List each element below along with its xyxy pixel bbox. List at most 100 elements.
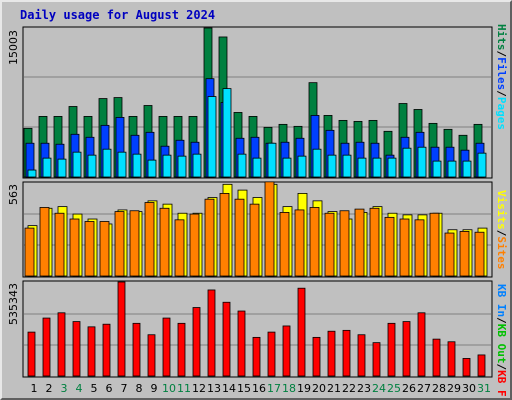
bar-sites-day-12 <box>189 213 200 277</box>
day-label-27: 27 <box>417 382 431 395</box>
bar-kb-f-day-28 <box>432 338 441 377</box>
bar-pages-day-3 <box>57 158 67 178</box>
bar-pages-day-1 <box>27 169 37 178</box>
day-label-19: 19 <box>297 382 311 395</box>
legend-visits: Visits <box>495 190 508 230</box>
bar-kb-f-day-3 <box>57 312 66 377</box>
day-label-14: 14 <box>222 382 236 395</box>
bar-kb-f-day-8 <box>132 322 141 377</box>
legend-visits-panel: Visits/Sites <box>495 190 508 270</box>
visits-ymax-label: 563 <box>7 184 20 205</box>
bar-sites-day-17 <box>264 181 275 277</box>
day-label-11: 11 <box>177 382 191 395</box>
day-label-5: 5 <box>91 382 98 395</box>
bar-pages-day-14 <box>222 88 232 178</box>
bar-kb-f-day-14 <box>222 301 231 377</box>
bar-kb-f-day-17 <box>267 331 276 377</box>
day-label-8: 8 <box>136 382 143 395</box>
bar-pages-day-31 <box>477 152 487 178</box>
bar-sites-day-10 <box>159 207 170 277</box>
day-label-6: 6 <box>106 382 113 395</box>
bar-sites-day-5 <box>84 221 95 277</box>
bar-kb-f-day-1 <box>27 331 36 377</box>
bar-pages-day-4 <box>72 151 82 178</box>
day-label-22: 22 <box>342 382 356 395</box>
day-label-24: 24 <box>372 382 386 395</box>
bar-sites-day-3 <box>54 212 65 277</box>
bar-sites-day-2 <box>39 207 50 277</box>
legend-kbf: KB F <box>495 370 508 397</box>
legend-sep-1: / <box>495 51 508 58</box>
bar-pages-day-27 <box>417 146 427 178</box>
day-label-16: 16 <box>252 382 266 395</box>
bar-sites-day-8 <box>129 210 140 277</box>
bar-pages-day-9 <box>147 159 157 178</box>
day-label-2: 2 <box>46 382 53 395</box>
bar-sites-day-13 <box>204 198 215 277</box>
bar-pages-day-17 <box>267 142 277 178</box>
day-label-30: 30 <box>462 382 476 395</box>
bar-pages-day-20 <box>312 148 322 178</box>
hits-ymax-label: 15003 <box>7 30 20 65</box>
day-label-25: 25 <box>387 382 401 395</box>
day-label-12: 12 <box>192 382 206 395</box>
bar-kb-f-day-6 <box>102 323 111 377</box>
bar-sites-day-30 <box>459 230 470 277</box>
bar-sites-day-11 <box>174 219 185 277</box>
day-label-26: 26 <box>402 382 416 395</box>
bar-sites-day-22 <box>339 210 350 277</box>
day-label-31: 31 <box>477 382 491 395</box>
day-label-15: 15 <box>237 382 251 395</box>
bar-kb-f-day-21 <box>327 330 336 377</box>
bar-kb-f-day-19 <box>297 287 306 377</box>
bar-pages-day-11 <box>177 155 187 178</box>
bar-kb-f-day-12 <box>192 307 201 377</box>
day-label-23: 23 <box>357 382 371 395</box>
legend-hits: Hits <box>495 24 508 51</box>
bar-kb-f-day-31 <box>477 354 486 377</box>
bar-sites-day-26 <box>399 218 410 277</box>
bar-pages-day-8 <box>132 153 142 178</box>
bar-sites-day-25 <box>384 216 395 277</box>
bar-kb-f-day-27 <box>417 312 426 377</box>
bar-pages-day-22 <box>342 154 352 178</box>
legend-kbytes-panel: KB In/KB Out/KB F <box>495 284 508 397</box>
day-label-3: 3 <box>61 382 68 395</box>
bar-kb-f-day-20 <box>312 336 321 377</box>
day-labels: 1 2 3 4 5 6 7 8 9 10 11 12 13 14 15 16 17 18 19 20 21 22 23 24 2… <box>31 382 492 395</box>
legend-sites: Sites <box>495 236 508 269</box>
bar-pages-day-10 <box>162 154 172 178</box>
bar-kb-f-day-15 <box>237 310 246 377</box>
bar-pages-day-25 <box>387 157 397 178</box>
bar-pages-day-24 <box>372 157 382 178</box>
day-label-29: 29 <box>447 382 461 395</box>
bar-pages-day-23 <box>357 157 367 178</box>
legend-kbin: KB In <box>495 284 508 317</box>
bar-sites-day-31 <box>474 231 485 277</box>
bar-kb-f-day-4 <box>72 321 81 377</box>
bar-pages-day-6 <box>102 148 112 178</box>
bar-kb-f-day-18 <box>282 325 291 377</box>
bar-kb-f-day-26 <box>402 321 411 377</box>
chart-title: Daily usage for August 2024 <box>20 8 216 22</box>
bar-pages-day-29 <box>447 160 457 178</box>
bar-sites-day-1 <box>24 227 35 277</box>
legend-hits-panel: Hits/Files/Pages <box>495 24 508 130</box>
day-label-9: 9 <box>151 382 158 395</box>
bar-sites-day-27 <box>414 219 425 277</box>
bar-kb-f-day-16 <box>252 336 261 377</box>
bar-sites-day-28 <box>429 212 440 277</box>
bar-sites-day-7 <box>114 211 125 277</box>
bar-kb-f-day-29 <box>447 341 456 377</box>
bar-kb-f-day-13 <box>207 289 216 377</box>
bar-kb-f-day-23 <box>357 334 366 377</box>
bar-pages-day-2 <box>42 157 52 178</box>
bar-sites-day-18 <box>279 212 290 277</box>
bar-sites-day-19 <box>294 209 305 277</box>
legend-kbout: KB Out <box>495 324 508 364</box>
bar-pages-day-7 <box>117 151 127 178</box>
bar-pages-day-12 <box>192 153 202 178</box>
day-label-7: 7 <box>121 382 128 395</box>
bar-kb-f-day-11 <box>177 322 186 377</box>
